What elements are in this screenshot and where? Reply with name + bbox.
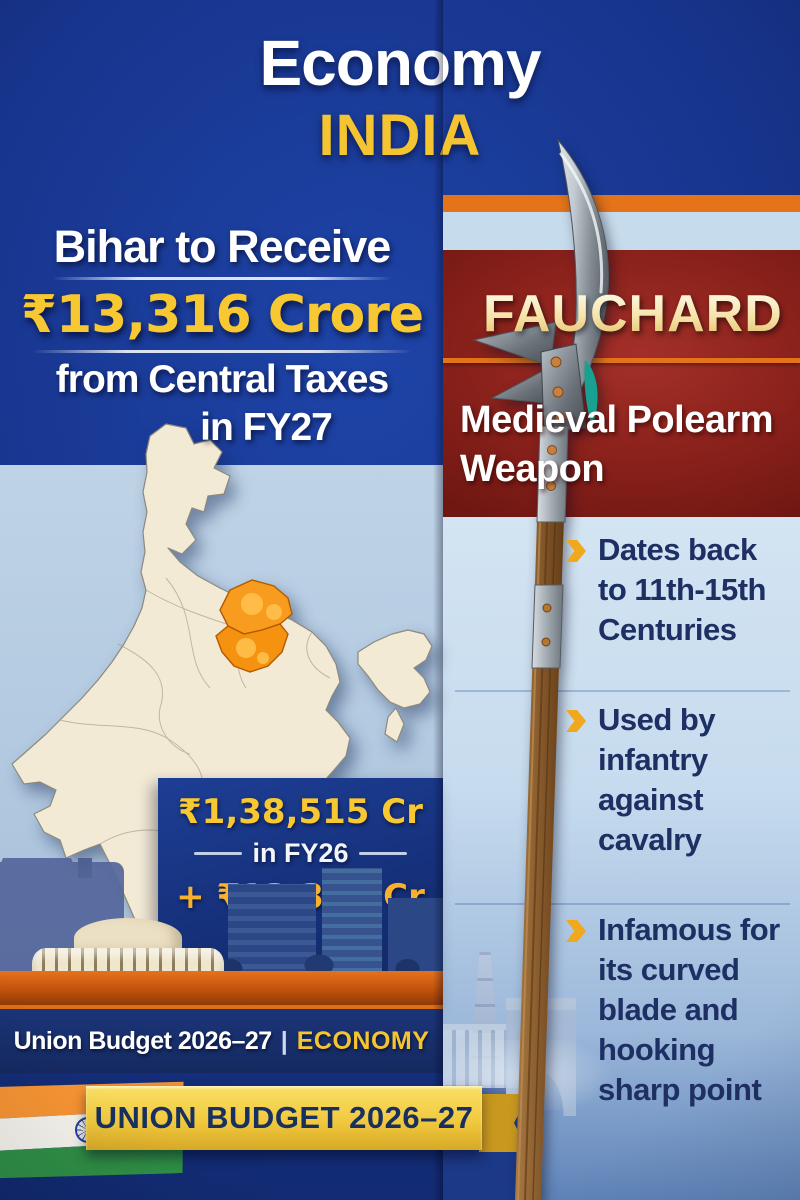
ribbon-label: UNION BUDGET 2026–27 — [94, 1100, 474, 1135]
orange-strip — [443, 195, 800, 212]
panel-edge-shadow — [433, 0, 443, 1200]
page-title: Economy — [259, 27, 541, 99]
orange-ground-strip — [0, 971, 443, 1005]
dash-line — [358, 852, 407, 855]
underline-accent — [52, 277, 392, 280]
headline-amount: ₹13,316 Crore — [20, 285, 424, 345]
fact-line: Dates back — [598, 532, 757, 567]
footer-divider: | — [280, 1026, 288, 1055]
chevron-right-icon — [566, 920, 586, 942]
fact-line: its curved — [598, 952, 740, 987]
story-headline: Bihar to Receive ₹13,316 Crore from Cent… — [12, 220, 432, 452]
fact-line: blade and — [598, 992, 739, 1027]
weapon-subtitle-line2: Weapon — [460, 448, 605, 490]
fact-line: against — [598, 782, 704, 817]
header: Economy INDIA — [0, 0, 800, 169]
fact-line: Infamous for — [598, 912, 780, 947]
fact-line: to 11th-15th — [598, 572, 766, 607]
weapon-subtitle-line1: Medieval Polearm — [460, 399, 774, 441]
dash-line — [194, 852, 243, 855]
budget-ribbon: UNION BUDGET 2026–27 — [86, 1086, 482, 1150]
fy26-label-row: in FY26 — [158, 838, 443, 869]
footer-source: Union Budget 2026–27 — [13, 1026, 273, 1055]
fact-text: Infamous for its curved blade and hookin… — [598, 910, 780, 1110]
weapon-facts-list: Dates back to 11th-15th Centuries Used b… — [566, 530, 796, 1160]
chevron-right-icon — [566, 710, 586, 732]
fact-line: hooking — [598, 1032, 716, 1067]
orange-divider — [443, 358, 800, 363]
fact-line: Used by — [598, 702, 716, 737]
fact-item: Dates back to 11th-15th Centuries — [566, 530, 796, 650]
fact-line: Centuries — [598, 612, 737, 647]
fy26-label: in FY26 — [252, 838, 349, 868]
page-country: INDIA — [318, 103, 482, 168]
fact-text: Dates back to 11th-15th Centuries — [598, 530, 766, 650]
fact-line: infantry — [598, 742, 708, 777]
bullet-separator — [455, 690, 790, 692]
fact-item: Used by infantry against cavalry — [566, 700, 796, 860]
fact-line: cavalry — [598, 822, 702, 857]
bullet-separator — [455, 903, 790, 905]
cityscape — [0, 858, 443, 1005]
weapon-subtitle: Medieval Polearm Weapon — [460, 396, 790, 494]
fact-line: sharp point — [598, 1072, 762, 1107]
lightblue-strip — [443, 212, 800, 250]
headline-line1: Bihar to Receive — [53, 221, 392, 272]
chevron-right-icon — [566, 540, 586, 562]
fauchard-polearm-icon — [472, 139, 609, 1200]
bihar-highlight — [215, 579, 293, 673]
footer-bar: Union Budget 2026–27 | ECONOMY — [0, 1005, 443, 1073]
headline-line3: from Central Taxes — [55, 358, 389, 401]
headline-line4: in FY27 — [200, 406, 333, 449]
fact-item: Infamous for its curved blade and hookin… — [566, 910, 796, 1110]
fact-text: Used by infantry against cavalry — [598, 700, 716, 860]
fy26-amount: ₹1,38,515 Cr — [178, 792, 423, 832]
underline-accent — [32, 350, 412, 353]
weapon-title: FAUCHARD — [483, 284, 800, 344]
footer-category: ECONOMY — [296, 1026, 430, 1055]
weapon-panel-background — [443, 250, 800, 517]
